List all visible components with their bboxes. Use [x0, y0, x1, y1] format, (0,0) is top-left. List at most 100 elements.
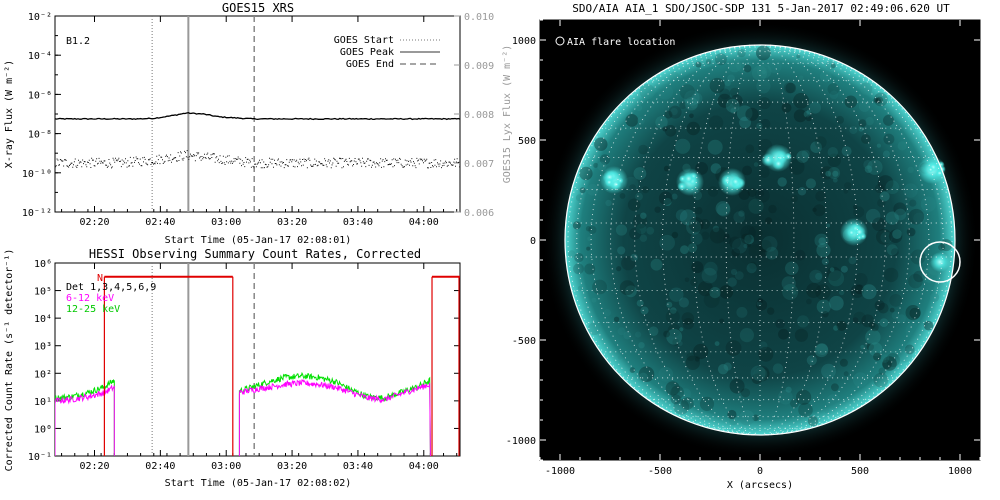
sun-texture-blob	[584, 263, 596, 275]
sun-texture-blob	[806, 109, 811, 115]
sun-texture-blob	[659, 234, 675, 251]
sun-texture-blob	[719, 285, 734, 299]
sun-texture-blob	[731, 248, 741, 257]
sun-texture-blob	[844, 182, 852, 190]
sun-texture-blob	[938, 243, 946, 251]
active-region-knot	[729, 175, 742, 188]
sun-texture-blob	[739, 328, 755, 343]
sun-texture-blob	[801, 149, 810, 159]
sun-texture-blob	[796, 389, 812, 405]
sun-texture-blob	[621, 256, 636, 271]
sun-texture-blob	[655, 116, 668, 129]
sun-texture-blob	[767, 307, 775, 315]
sun-texture-blob	[854, 273, 868, 287]
sun-texture-blob	[668, 105, 682, 119]
goes-event-markers	[151, 16, 255, 212]
sun-texture-blob	[827, 147, 838, 158]
sun-texture-blob	[714, 341, 720, 346]
hessi-x-tick-label: 03:40	[343, 461, 373, 472]
sun-texture-blob	[586, 246, 591, 251]
sun-texture-blob	[639, 84, 655, 100]
sun-texture-blob	[701, 267, 718, 284]
sun-texture-blob	[615, 224, 628, 236]
sun-texture-blob	[709, 227, 726, 244]
sun-texture-blob	[728, 58, 742, 73]
active-region-knot	[927, 166, 934, 173]
sun-texture-blob	[906, 227, 916, 237]
goes-y2-tick-label: 0.007	[464, 159, 494, 170]
aia-y-tick-label: 0	[530, 236, 536, 247]
sun-texture-blob	[679, 101, 687, 109]
sun-texture-blob	[577, 285, 584, 291]
sun-texture-blob	[829, 295, 844, 311]
sun-texture-blob	[640, 306, 649, 315]
sun-texture-blob	[744, 234, 755, 245]
sun-texture-blob	[725, 98, 740, 113]
sun-texture-blob	[629, 227, 642, 240]
sun-texture-blob	[629, 184, 636, 192]
sun-texture-blob	[867, 159, 883, 175]
sun-texture-blob	[905, 322, 922, 339]
sun-texture-blob	[818, 237, 826, 245]
aia-y-tick-label: -500	[512, 336, 536, 347]
sun-texture-blob	[664, 110, 673, 119]
sun-texture-blob	[858, 119, 867, 128]
sun-texture-blob	[805, 178, 817, 189]
sun-texture-blob	[740, 388, 751, 398]
sun-texture-blob	[745, 144, 755, 154]
sun-texture-blob	[913, 270, 925, 283]
sun-texture-blob	[734, 271, 744, 280]
sun-texture-blob	[882, 356, 897, 371]
sun-texture-blob	[750, 365, 766, 381]
goes-short-channel-points	[55, 150, 460, 169]
sun-texture-blob	[756, 63, 772, 79]
sun-texture-blob	[775, 318, 785, 329]
sun-texture-blob	[809, 101, 821, 114]
goes-x-tick-label: 03:00	[211, 217, 241, 228]
sun-texture-blob	[579, 166, 593, 181]
sun-texture-blob	[883, 114, 894, 126]
sun-texture-blob	[833, 325, 839, 331]
sun-texture-blob	[714, 53, 727, 66]
sun-texture-blob	[727, 409, 737, 420]
sun-texture-blob	[679, 209, 696, 226]
sun-texture-blob	[759, 239, 772, 253]
sun-texture-blob	[790, 398, 799, 408]
sun-texture-blob	[868, 321, 876, 329]
sun-texture-blob	[868, 342, 883, 357]
sun-texture-blob	[741, 233, 752, 245]
sun-texture-blob	[623, 331, 632, 340]
sun-texture-blob	[888, 229, 903, 243]
sun-texture-blob	[772, 363, 784, 374]
sun-texture-blob	[908, 208, 925, 225]
sun-texture-blob	[671, 231, 679, 239]
sun-texture-blob	[905, 305, 921, 321]
sun-texture-blob	[650, 258, 663, 271]
aia-y-tick-label: 1000	[512, 36, 536, 47]
sun-texture-blob	[756, 45, 771, 61]
sun-texture-blob	[826, 394, 841, 409]
sun-texture-blob	[699, 396, 715, 411]
sun-texture-blob	[908, 273, 923, 289]
sun-texture-blob	[760, 118, 771, 129]
sun-texture-blob	[806, 298, 812, 305]
sun-texture-blob	[767, 59, 782, 74]
hessi-panel: HESSI Observing Summary Count Rates, Cor…	[4, 247, 461, 489]
sun-texture-blob	[813, 204, 826, 217]
sun-texture-blob	[667, 323, 681, 337]
sun-texture-blob	[892, 229, 902, 239]
sun-texture-blob	[636, 104, 643, 111]
sun-texture-blob	[748, 244, 763, 259]
sun-texture-blob	[757, 367, 770, 380]
sun-texture-blob	[829, 267, 835, 272]
sun-texture-blob	[635, 331, 642, 338]
sun-texture-blob	[828, 270, 845, 287]
sun-texture-blob	[832, 170, 839, 177]
goes-xlabel: Start Time (05-Jan-17 02:08:01)	[165, 235, 352, 246]
sun-texture-blob	[752, 65, 768, 81]
goes-y2-tick-label: 0.010	[464, 12, 494, 23]
sun-texture-blob	[709, 287, 721, 299]
sun-texture-blob	[743, 243, 748, 249]
sun-texture-blob	[684, 277, 690, 283]
sun-texture-blob	[768, 204, 777, 214]
